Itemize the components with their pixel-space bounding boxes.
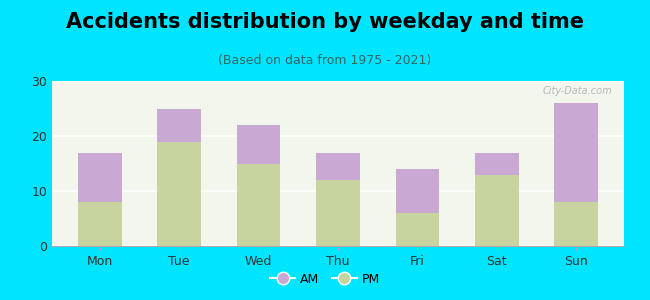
Bar	[78, 152, 122, 202]
Bar	[396, 213, 439, 246]
Bar	[396, 169, 439, 213]
Bar	[554, 202, 598, 246]
Bar	[554, 103, 598, 202]
Text: City-Data.com: City-Data.com	[543, 86, 612, 96]
Bar	[475, 152, 519, 175]
Text: (Based on data from 1975 - 2021): (Based on data from 1975 - 2021)	[218, 54, 432, 67]
Bar	[237, 125, 280, 164]
Bar	[237, 164, 280, 246]
Text: Accidents distribution by weekday and time: Accidents distribution by weekday and ti…	[66, 12, 584, 32]
Bar	[316, 152, 360, 180]
Bar	[157, 142, 201, 246]
Bar	[316, 180, 360, 246]
Bar	[78, 202, 122, 246]
Legend: AM, PM: AM, PM	[265, 268, 385, 291]
Bar	[475, 175, 519, 246]
Bar	[157, 109, 201, 142]
